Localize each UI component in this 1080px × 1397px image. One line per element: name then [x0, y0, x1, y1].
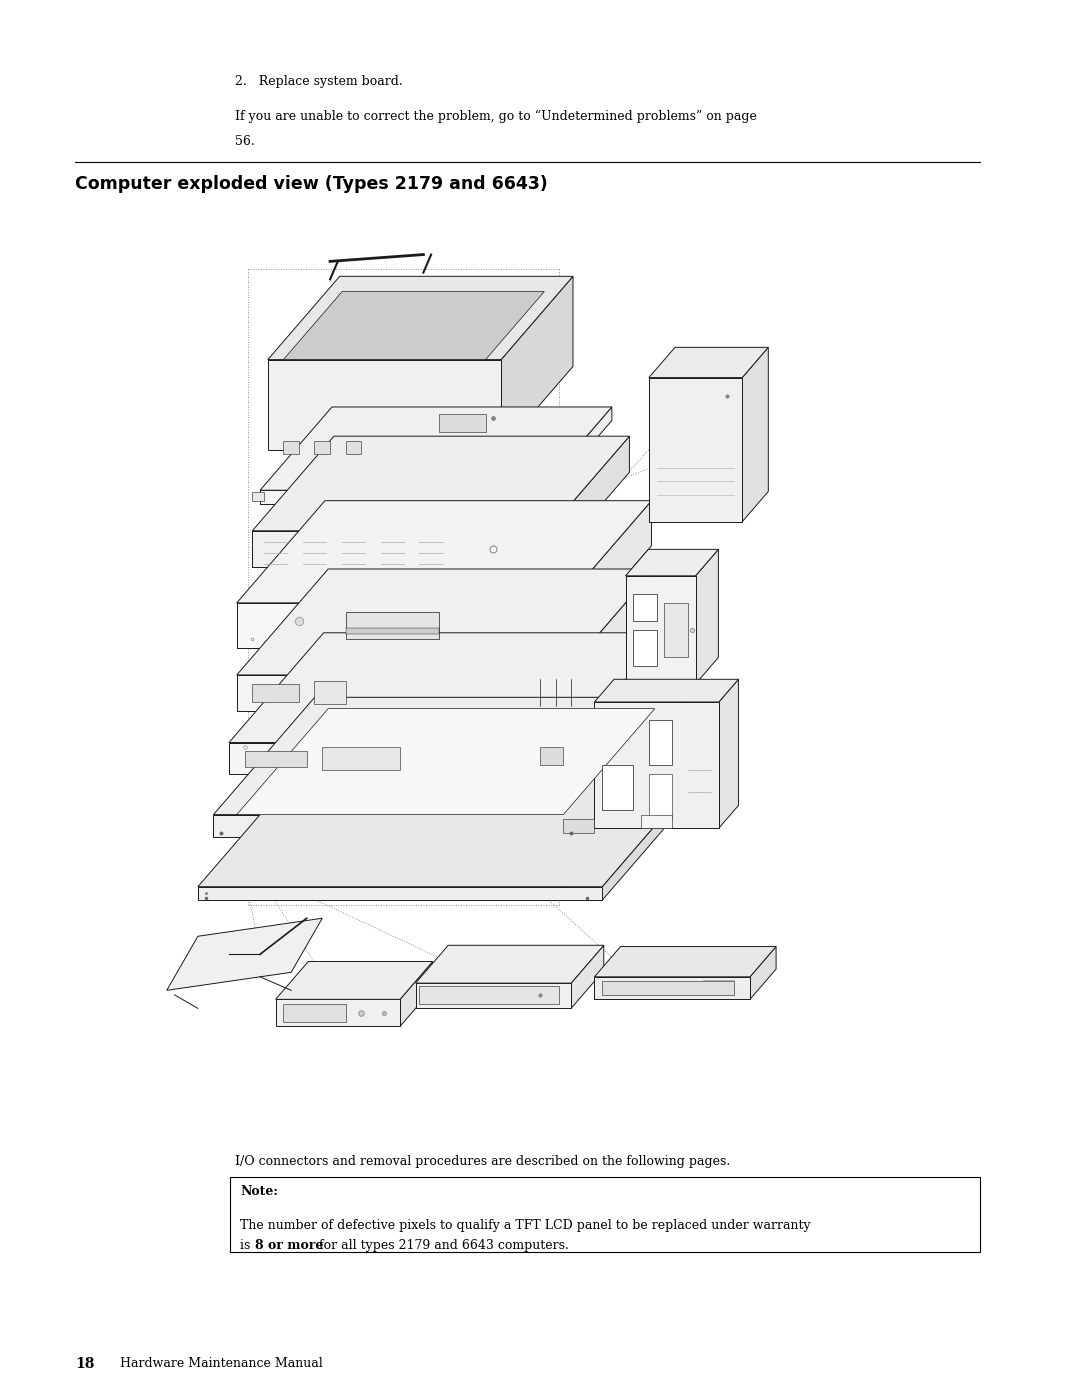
Polygon shape — [268, 359, 501, 450]
Bar — [283, 440, 299, 454]
Text: I/O connectors and removal procedures are described on the following pages.: I/O connectors and removal procedures ar… — [235, 1155, 730, 1168]
Polygon shape — [603, 761, 710, 900]
Text: for all types 2179 and 6643 computers.: for all types 2179 and 6643 computers. — [315, 1239, 569, 1252]
Bar — [230, 1178, 980, 1252]
Bar — [314, 682, 346, 704]
Polygon shape — [742, 348, 768, 521]
Polygon shape — [625, 576, 696, 685]
Bar — [603, 981, 734, 995]
Polygon shape — [416, 983, 571, 1009]
Text: 18: 18 — [75, 1356, 94, 1370]
Bar — [438, 414, 486, 432]
Polygon shape — [260, 407, 612, 490]
Polygon shape — [260, 490, 540, 504]
Bar — [633, 594, 657, 620]
Text: Hardware Maintenance Manual: Hardware Maintenance Manual — [120, 1356, 323, 1370]
Polygon shape — [594, 947, 777, 977]
Text: 2.   Replace system board.: 2. Replace system board. — [235, 75, 403, 88]
Polygon shape — [719, 679, 739, 828]
Bar — [633, 630, 657, 666]
Text: 56.: 56. — [235, 136, 255, 148]
Polygon shape — [237, 569, 654, 675]
Bar — [346, 629, 438, 634]
Bar — [649, 774, 672, 819]
Polygon shape — [237, 675, 564, 711]
Bar — [603, 766, 633, 810]
Polygon shape — [649, 348, 768, 377]
Text: is: is — [240, 1239, 255, 1252]
Polygon shape — [649, 377, 742, 521]
Polygon shape — [166, 918, 322, 990]
Polygon shape — [253, 436, 630, 531]
Polygon shape — [198, 887, 603, 900]
Polygon shape — [275, 961, 433, 999]
Polygon shape — [400, 961, 433, 1027]
Polygon shape — [283, 292, 544, 359]
Polygon shape — [548, 436, 630, 567]
Text: If you are unable to correct the problem, go to “Undetermined problems” on page: If you are unable to correct the problem… — [235, 110, 757, 123]
Bar — [649, 719, 672, 766]
Bar — [314, 440, 330, 454]
Text: The number of defective pixels to qualify a TFT LCD panel to be replaced under w: The number of defective pixels to qualif… — [240, 1220, 811, 1232]
Polygon shape — [501, 277, 573, 450]
Polygon shape — [237, 500, 651, 604]
Polygon shape — [564, 569, 654, 711]
Bar — [322, 747, 400, 770]
Text: Note:: Note: — [240, 1185, 278, 1199]
Polygon shape — [253, 531, 548, 567]
Polygon shape — [571, 633, 665, 774]
Polygon shape — [214, 697, 688, 814]
Polygon shape — [237, 604, 564, 648]
Polygon shape — [237, 708, 654, 814]
Polygon shape — [571, 946, 604, 1009]
Bar — [346, 612, 438, 638]
Polygon shape — [416, 946, 604, 983]
Bar — [642, 814, 672, 828]
Polygon shape — [268, 277, 573, 359]
Polygon shape — [198, 761, 710, 887]
Text: Computer exploded view (Types 2179 and 6643): Computer exploded view (Types 2179 and 6… — [75, 175, 548, 193]
Polygon shape — [229, 743, 571, 774]
Bar — [253, 685, 299, 701]
Text: 8 or more: 8 or more — [255, 1239, 323, 1252]
Polygon shape — [586, 697, 688, 837]
Polygon shape — [696, 549, 718, 685]
Bar — [540, 747, 564, 766]
Polygon shape — [750, 947, 777, 999]
Bar — [419, 986, 559, 1004]
Polygon shape — [594, 977, 750, 999]
Bar — [564, 819, 594, 833]
Polygon shape — [540, 407, 612, 504]
Bar — [253, 492, 264, 502]
Polygon shape — [214, 814, 586, 837]
Bar — [664, 604, 688, 657]
Bar — [346, 440, 361, 454]
Bar — [283, 1004, 346, 1021]
Polygon shape — [275, 999, 400, 1027]
Bar — [244, 750, 307, 767]
Polygon shape — [594, 701, 719, 828]
Polygon shape — [625, 549, 718, 576]
Polygon shape — [594, 679, 739, 701]
Polygon shape — [229, 633, 665, 743]
Polygon shape — [564, 500, 651, 648]
